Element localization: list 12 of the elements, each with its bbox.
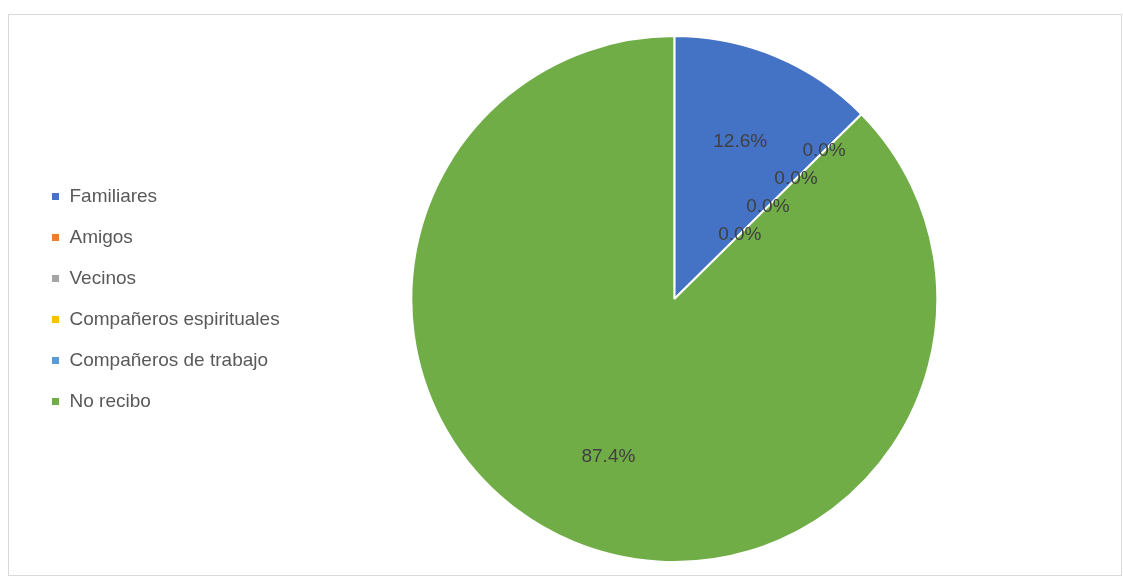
data-label: 87.4% (581, 444, 636, 466)
legend-label: Compañeros espirituales (69, 307, 280, 329)
text: 0.0% (802, 139, 846, 161)
data-label: 12.6% (713, 129, 768, 151)
legend-label: Familiares (69, 184, 158, 206)
legend-label: Amigos (69, 225, 133, 247)
legend-label: Vecinos (69, 266, 137, 288)
text: 0.0% (746, 194, 790, 216)
legend-label: Compañeros de trabajo (69, 348, 269, 370)
legend-label: No recibo (69, 389, 151, 411)
text: 0.0% (718, 222, 762, 244)
text: 0.0% (774, 167, 818, 189)
